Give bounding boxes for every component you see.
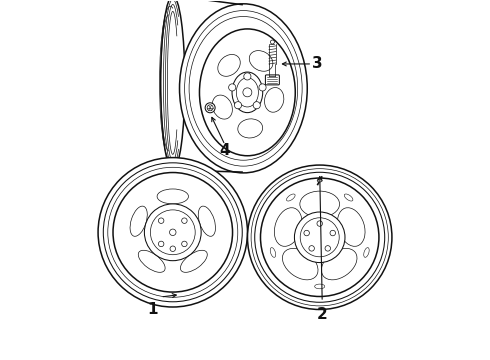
Ellipse shape	[232, 72, 263, 113]
Ellipse shape	[150, 210, 195, 255]
Ellipse shape	[270, 248, 276, 257]
Ellipse shape	[170, 246, 175, 252]
FancyBboxPatch shape	[266, 75, 279, 85]
Ellipse shape	[130, 206, 147, 236]
Ellipse shape	[170, 229, 176, 235]
Ellipse shape	[282, 248, 318, 280]
Ellipse shape	[253, 102, 260, 109]
Ellipse shape	[321, 248, 357, 280]
Ellipse shape	[315, 284, 325, 289]
Ellipse shape	[249, 51, 273, 71]
Ellipse shape	[212, 95, 232, 119]
Ellipse shape	[180, 250, 207, 272]
Ellipse shape	[182, 218, 187, 224]
Ellipse shape	[234, 102, 242, 109]
Ellipse shape	[259, 84, 266, 91]
Ellipse shape	[161, 0, 185, 170]
Ellipse shape	[145, 204, 201, 261]
Ellipse shape	[325, 246, 331, 251]
Ellipse shape	[157, 189, 189, 204]
Ellipse shape	[304, 230, 309, 236]
Ellipse shape	[300, 191, 340, 217]
Ellipse shape	[199, 29, 295, 156]
Ellipse shape	[98, 158, 247, 307]
Ellipse shape	[207, 105, 213, 111]
Ellipse shape	[229, 84, 236, 91]
Ellipse shape	[182, 241, 187, 247]
Ellipse shape	[300, 218, 339, 257]
Ellipse shape	[179, 4, 307, 173]
Text: 2: 2	[317, 307, 328, 322]
Ellipse shape	[158, 241, 164, 247]
Ellipse shape	[236, 78, 258, 107]
Ellipse shape	[294, 212, 345, 262]
Ellipse shape	[244, 73, 251, 80]
Ellipse shape	[218, 54, 240, 76]
Ellipse shape	[270, 40, 274, 44]
Ellipse shape	[317, 179, 322, 182]
Ellipse shape	[309, 246, 315, 251]
Ellipse shape	[238, 119, 263, 138]
Ellipse shape	[205, 103, 215, 113]
Text: 1: 1	[147, 302, 158, 317]
Ellipse shape	[317, 221, 322, 226]
Ellipse shape	[338, 208, 365, 246]
Ellipse shape	[158, 218, 164, 224]
Ellipse shape	[287, 194, 295, 201]
Ellipse shape	[265, 87, 284, 112]
Ellipse shape	[261, 178, 379, 297]
Ellipse shape	[243, 88, 252, 97]
Ellipse shape	[364, 248, 369, 257]
Ellipse shape	[344, 194, 353, 201]
Text: 3: 3	[312, 57, 322, 71]
Ellipse shape	[274, 208, 302, 246]
Ellipse shape	[138, 250, 165, 272]
Ellipse shape	[198, 206, 216, 236]
Ellipse shape	[113, 172, 233, 292]
Ellipse shape	[330, 230, 336, 236]
Text: 4: 4	[220, 143, 230, 158]
Ellipse shape	[247, 165, 392, 310]
